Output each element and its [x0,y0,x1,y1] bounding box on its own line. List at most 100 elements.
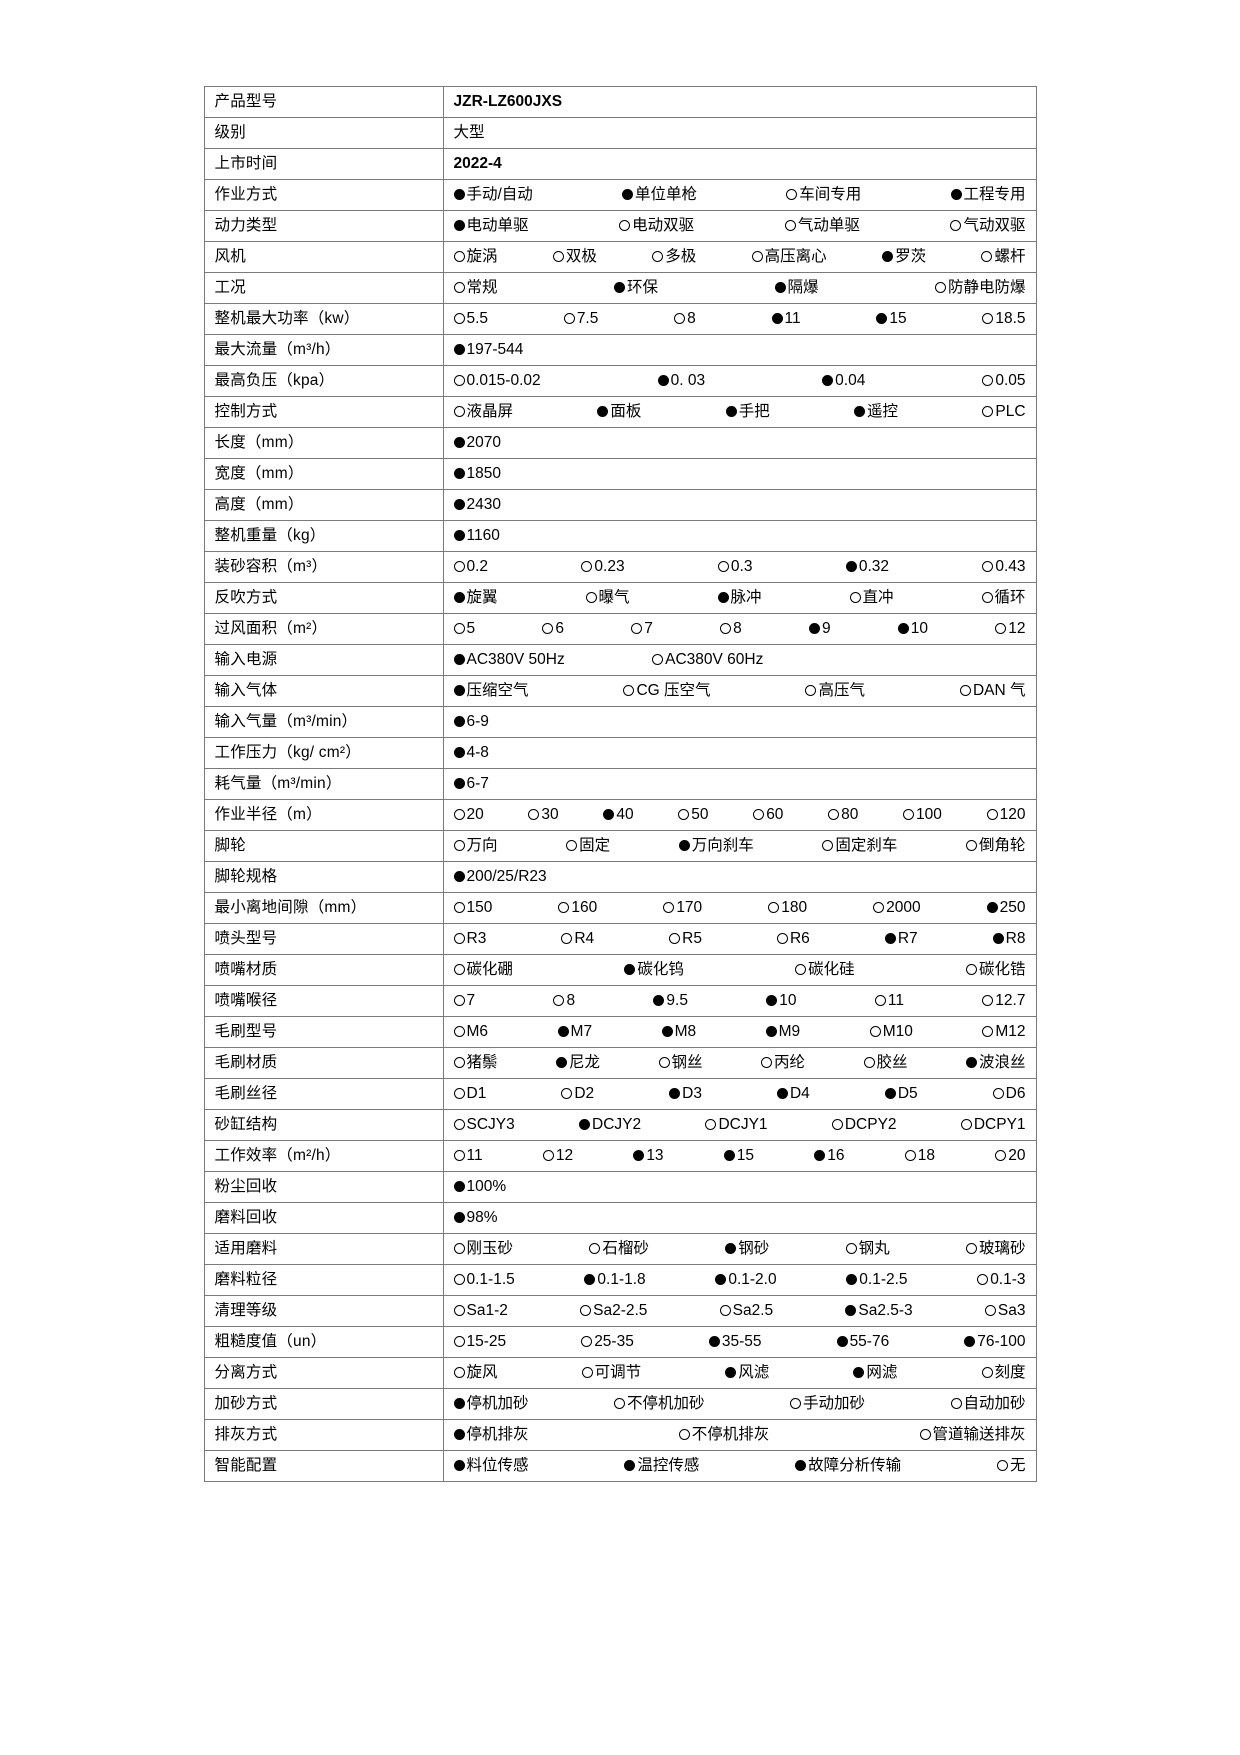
radio-option[interactable]: 11 [453,1147,483,1164]
radio-option[interactable]: 碳化硅 [795,961,855,978]
radio-option[interactable]: 7 [453,992,475,1009]
radio-option[interactable]: 0.1-3 [977,1271,1026,1288]
radio-option[interactable]: 250 [986,899,1026,916]
radio-option[interactable]: 猪鬃 [453,1054,498,1071]
radio-option[interactable]: 1160 [453,527,500,544]
radio-option[interactable]: 30 [528,806,559,823]
radio-option[interactable]: 常规 [453,279,498,296]
radio-option[interactable]: 40 [603,806,634,823]
radio-option[interactable]: 双极 [552,248,597,265]
radio-option[interactable]: 刻度 [981,1364,1026,1381]
radio-option[interactable]: 200/25/R23 [453,868,547,885]
radio-option[interactable]: M12 [982,1023,1026,1040]
radio-option[interactable]: 120 [986,806,1025,823]
radio-option[interactable]: 停机加砂 [453,1395,529,1412]
radio-option[interactable]: 网滤 [853,1364,897,1381]
radio-option[interactable]: 2430 [453,496,501,513]
radio-option[interactable]: 10 [766,992,797,1009]
radio-option[interactable]: 碳化硼 [453,961,513,978]
radio-option[interactable]: 工程专用 [950,186,1026,203]
radio-option[interactable]: 15-25 [453,1333,506,1350]
radio-option[interactable]: 不停机排灰 [678,1426,769,1443]
radio-option[interactable]: 7.5 [563,310,598,327]
radio-option[interactable]: M9 [765,1023,800,1040]
radio-option[interactable]: 150 [453,899,492,916]
radio-option[interactable]: 尼龙 [556,1054,600,1071]
radio-option[interactable]: 18 [904,1147,935,1164]
radio-option[interactable]: DCJY2 [579,1116,641,1133]
radio-option[interactable]: 钢丸 [845,1240,890,1257]
radio-option[interactable]: D4 [776,1085,810,1102]
radio-option[interactable]: 160 [558,899,597,916]
radio-option[interactable]: 高压离心 [751,248,827,265]
radio-option[interactable]: 6-9 [453,713,489,730]
radio-option[interactable]: 防静电防爆 [935,279,1026,296]
radio-option[interactable]: 180 [768,899,807,916]
radio-option[interactable]: 35-55 [708,1333,762,1350]
radio-option[interactable]: 10 [897,620,928,637]
radio-option[interactable]: 8 [720,620,742,637]
radio-option[interactable]: R4 [561,930,594,947]
radio-option[interactable]: 60 [753,806,783,823]
radio-option[interactable]: Sa1-2 [453,1302,508,1319]
radio-option[interactable]: 8 [674,310,696,327]
radio-option[interactable]: Sa2.5-3 [845,1302,913,1319]
radio-option[interactable]: 4-8 [453,744,489,761]
radio-option[interactable]: 9 [808,620,831,637]
radio-option[interactable]: 18.5 [982,310,1026,327]
radio-option[interactable]: DCPY2 [831,1116,897,1133]
radio-option[interactable]: 170 [663,899,702,916]
radio-option[interactable]: 100 [903,806,942,823]
radio-option[interactable]: M7 [557,1023,592,1040]
radio-option[interactable]: 11 [874,992,904,1009]
radio-option[interactable]: 气动双驱 [950,217,1025,234]
radio-option[interactable]: 胶丝 [863,1054,908,1071]
radio-option[interactable]: 单位单枪 [622,186,697,203]
radio-option[interactable]: R5 [669,930,702,947]
radio-option[interactable]: 0.1-2.5 [846,1271,908,1288]
radio-option[interactable]: 9.5 [653,992,688,1009]
radio-option[interactable]: CG 压空气 [623,682,711,699]
radio-option[interactable]: 无 [996,1457,1026,1474]
radio-option[interactable]: 0.23 [581,558,625,575]
radio-option[interactable]: 罗茨 [882,248,926,265]
radio-option[interactable]: 管道输送排灰 [919,1426,1026,1443]
radio-option[interactable]: D5 [884,1085,918,1102]
radio-option[interactable]: 12.7 [982,992,1025,1009]
radio-option[interactable]: 可调节 [581,1364,641,1381]
radio-option[interactable]: 脉冲 [717,589,762,606]
radio-option[interactable]: 15 [723,1147,754,1164]
radio-option[interactable]: 12 [542,1147,573,1164]
radio-option[interactable]: 钢砂 [725,1240,769,1257]
radio-option[interactable]: 197-544 [453,341,523,358]
radio-option[interactable]: D6 [992,1085,1025,1102]
radio-option[interactable]: 100% [453,1178,506,1195]
radio-option[interactable]: 20 [995,1147,1026,1164]
radio-option[interactable]: 25-35 [581,1333,634,1350]
radio-option[interactable]: D3 [669,1085,702,1102]
radio-option[interactable]: 石榴砂 [589,1240,649,1257]
radio-option[interactable]: 76-100 [964,1333,1026,1350]
radio-option[interactable]: 0.1-1.8 [584,1271,646,1288]
radio-option[interactable]: D1 [453,1085,486,1102]
radio-option[interactable]: PLC [982,403,1026,420]
radio-option[interactable]: 电动双驱 [619,217,694,234]
radio-option[interactable]: 万向刹车 [678,837,754,854]
radio-option[interactable]: Sa2.5 [719,1302,773,1319]
radio-option[interactable]: 万向 [453,837,498,854]
radio-option[interactable]: 0. 03 [657,372,705,389]
radio-option[interactable]: 倒角轮 [966,837,1026,854]
radio-option[interactable]: 自动加砂 [950,1395,1026,1412]
radio-option[interactable]: 2070 [453,434,501,451]
radio-option[interactable]: 0.04 [822,372,865,389]
radio-option[interactable]: R8 [992,930,1025,947]
radio-option[interactable]: 手动/自动 [453,186,533,203]
radio-option[interactable]: 直冲 [849,589,894,606]
radio-option[interactable]: Sa3 [984,1302,1026,1319]
radio-option[interactable]: 0.3 [717,558,752,575]
radio-option[interactable]: 7 [631,620,653,637]
radio-option[interactable]: 6-7 [453,775,489,792]
radio-option[interactable]: 玻璃砂 [966,1240,1026,1257]
radio-option[interactable]: DCPY1 [960,1116,1026,1133]
radio-option[interactable]: 气动单驱 [784,217,860,234]
